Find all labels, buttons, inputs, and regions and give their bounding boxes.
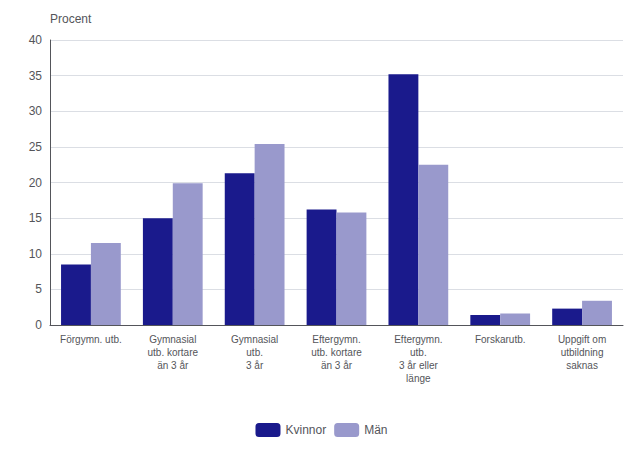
svg-text:Gymnasial: Gymnasial — [149, 334, 196, 345]
svg-text:30: 30 — [29, 104, 43, 118]
svg-text:20: 20 — [29, 176, 43, 190]
svg-text:än 3 år: än 3 år — [321, 360, 353, 371]
svg-text:än 3 år: än 3 år — [157, 360, 189, 371]
svg-text:Forskarutb.: Forskarutb. — [475, 334, 526, 345]
svg-text:3 år: 3 år — [246, 360, 264, 371]
svg-text:Eftergymn.: Eftergymn. — [394, 334, 442, 345]
svg-text:Eftergymn.: Eftergymn. — [312, 334, 360, 345]
svg-text:Procent: Procent — [50, 12, 92, 26]
svg-text:saknas: saknas — [566, 360, 598, 371]
svg-text:Uppgift om: Uppgift om — [558, 334, 606, 345]
svg-text:Kvinnor: Kvinnor — [285, 423, 326, 437]
svg-text:Män: Män — [364, 423, 387, 437]
svg-text:Förgymn. utb.: Förgymn. utb. — [60, 334, 122, 345]
svg-text:Gymnasial: Gymnasial — [231, 334, 278, 345]
svg-text:utb.: utb. — [410, 347, 427, 358]
svg-text:utb. kortare: utb. kortare — [147, 347, 198, 358]
svg-text:0: 0 — [35, 318, 42, 332]
svg-text:35: 35 — [29, 69, 43, 83]
svg-text:länge: länge — [406, 373, 431, 384]
svg-text:3 år eller: 3 år eller — [399, 360, 439, 371]
svg-text:utb. kortare: utb. kortare — [311, 347, 362, 358]
svg-text:10: 10 — [29, 247, 43, 261]
svg-text:15: 15 — [29, 211, 43, 225]
svg-text:utb.: utb. — [246, 347, 263, 358]
svg-text:25: 25 — [29, 140, 43, 154]
svg-text:utbildning: utbildning — [561, 347, 604, 358]
svg-text:40: 40 — [29, 33, 43, 47]
svg-text:5: 5 — [35, 282, 42, 296]
